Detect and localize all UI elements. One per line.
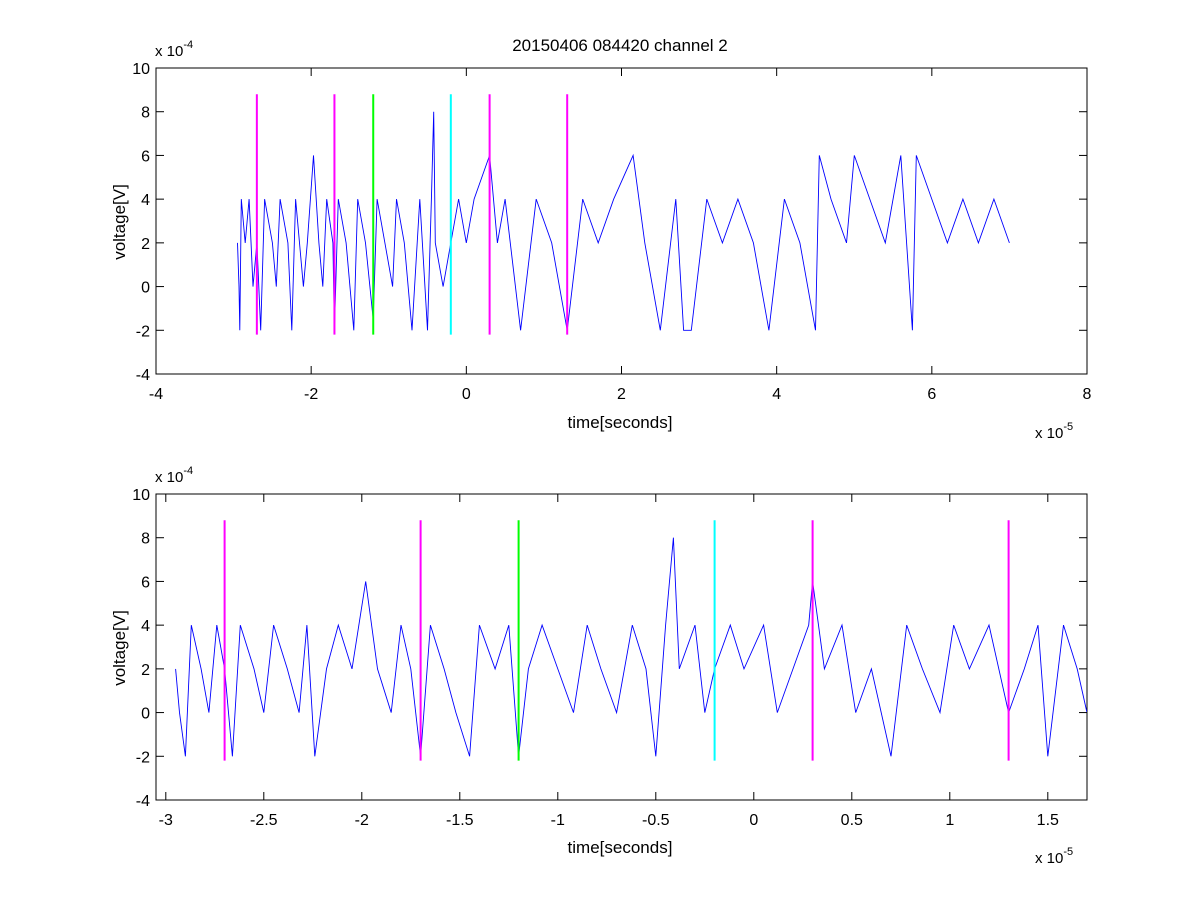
xlabel-bottom: time[seconds] xyxy=(568,838,673,857)
plot-area-bottom: -3 -2.5 -2 -1.5 -1 -0.5 0 0.5 1 1.5 -4 -2 0 2 4 6 8 10 xyxy=(132,487,1088,829)
x-tick-label-bottom-7: 0.5 xyxy=(841,812,863,829)
axes-bottom: -3 -2.5 -2 -1.5 -1 -0.5 0 0.5 1 1.5 -4 -2 0 2 4 6 8 10 ti… xyxy=(110,465,1088,867)
x-tick-label-bottom-9: 1.5 xyxy=(1037,812,1059,829)
y-tick-label-bottom-4: 4 xyxy=(141,618,150,635)
x-tick-label-top-3: 2 xyxy=(617,386,626,403)
y-exponent-bottom: x 10-4 xyxy=(155,465,193,486)
x-tick-label-bottom-8: 1 xyxy=(945,812,954,829)
y-tick-label-bottom-2: 0 xyxy=(141,706,150,723)
x-tick-label-bottom-4: -1 xyxy=(551,812,565,829)
x-tick-label-top-0: -4 xyxy=(149,386,163,403)
x-tick-label-bottom-0: -3 xyxy=(159,812,173,829)
x-tick-label-bottom-5: -0.5 xyxy=(642,812,670,829)
ylabel-bottom: voltage[V] xyxy=(110,610,129,686)
y-tick-label-bottom-3: 2 xyxy=(141,662,150,679)
x-tick-label-bottom-3: -1.5 xyxy=(446,812,474,829)
x-tick-label-top-2: 0 xyxy=(462,386,471,403)
x-exponent-bottom: x 10-5 xyxy=(1035,846,1073,867)
axes-top: -4 -2 0 2 4 6 8 -4 -2 0 2 4 6 8 10 time[seconds] volta… xyxy=(110,39,1092,442)
y-tick-label-top-0: -4 xyxy=(136,367,150,384)
plot-area-top: -4 -2 0 2 4 6 8 -4 -2 0 2 4 6 8 10 xyxy=(132,61,1091,403)
y-tick-label-bottom-0: -4 xyxy=(136,793,150,810)
y-tick-label-bottom-7: 10 xyxy=(132,487,150,504)
x-tick-label-top-4: 4 xyxy=(772,386,781,403)
y-tick-label-bottom-5: 6 xyxy=(141,574,150,591)
y-tick-label-top-4: 4 xyxy=(141,192,150,209)
x-tick-label-top-5: 6 xyxy=(927,386,936,403)
y-tick-label-top-1: -2 xyxy=(136,323,150,340)
ylabel-top: voltage[V] xyxy=(110,184,129,260)
y-tick-label-top-5: 6 xyxy=(141,148,150,165)
y-tick-label-bottom-6: 8 xyxy=(141,531,150,548)
y-tick-label-top-3: 2 xyxy=(141,236,150,253)
x-tick-label-bottom-2: -2 xyxy=(355,812,369,829)
x-exponent-top: x 10-5 xyxy=(1035,421,1073,442)
y-tick-label-bottom-1: -2 xyxy=(136,749,150,766)
figure-title: 20150406 084420 channel 2 xyxy=(512,36,728,55)
x-tick-label-bottom-1: -2.5 xyxy=(250,812,278,829)
axes-frame-bottom xyxy=(155,493,1088,801)
series-line-bottom-0 xyxy=(175,537,1087,757)
y-tick-label-top-2: 0 xyxy=(141,280,150,297)
x-tick-label-bottom-6: 0 xyxy=(749,812,758,829)
x-tick-label-top-1: -2 xyxy=(304,386,318,403)
x-tick-label-top-6: 8 xyxy=(1083,386,1092,403)
y-exponent-top: x 10-4 xyxy=(155,39,193,60)
y-tick-label-top-6: 8 xyxy=(141,105,150,122)
xlabel-top: time[seconds] xyxy=(568,413,673,432)
y-tick-label-top-7: 10 xyxy=(132,61,150,78)
